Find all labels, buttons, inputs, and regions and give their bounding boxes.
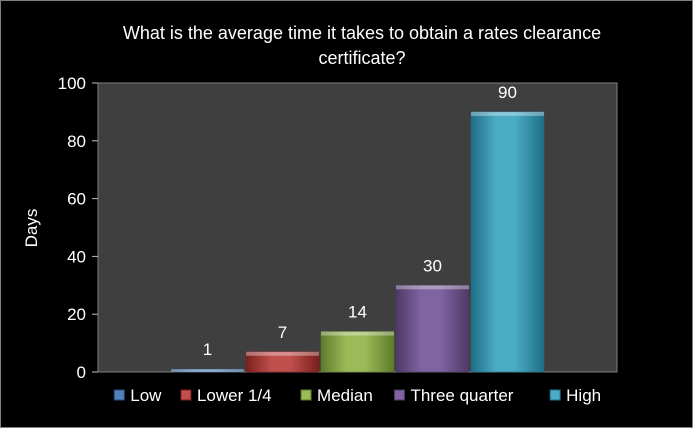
bar-highlight (321, 331, 394, 336)
legend-swatch (393, 389, 405, 401)
legend-swatch (300, 389, 312, 401)
data-label: 30 (423, 256, 442, 275)
legend-swatch (113, 389, 125, 401)
legend-swatch (549, 389, 561, 401)
y-axis: 0 20 40 60 80 100 (58, 74, 98, 382)
data-label: 7 (278, 323, 287, 342)
legend-label: Low (130, 386, 162, 405)
bar-highlight (246, 351, 319, 356)
bar-median (320, 331, 395, 373)
bar-highlight (396, 285, 469, 290)
bar-highlight (471, 111, 544, 116)
data-label: 14 (348, 303, 367, 322)
data-labels: 1 7 14 30 90 (203, 83, 517, 359)
legend-label: High (566, 386, 601, 405)
data-label: 90 (498, 83, 517, 102)
y-tick-label: 20 (67, 305, 86, 324)
y-tick-label: 40 (67, 247, 86, 266)
legend: Low Lower 1/4 Median Three quarter High (113, 386, 601, 405)
legend-label: Lower 1/4 (197, 386, 272, 405)
chart-title-line-1: What is the average time it takes to obt… (123, 23, 601, 43)
legend-label: Median (317, 386, 373, 405)
chart-title-line-2: certificate? (318, 48, 405, 68)
y-tick-label: 80 (67, 132, 86, 151)
bars (170, 111, 545, 373)
y-axis-title: Days (22, 209, 41, 248)
legend-swatch (180, 389, 192, 401)
data-label: 1 (203, 340, 212, 359)
bar-three-quarter (395, 285, 470, 373)
y-tick-label: 60 (67, 190, 86, 209)
bar-highlight (171, 369, 244, 372)
y-tick-label: 0 (77, 363, 86, 382)
y-tick-label: 100 (58, 74, 86, 93)
bar-low (170, 368, 245, 373)
legend-label: Three quarter (410, 386, 513, 405)
bar-lower-1-4 (245, 351, 320, 373)
bar-high (470, 111, 545, 373)
